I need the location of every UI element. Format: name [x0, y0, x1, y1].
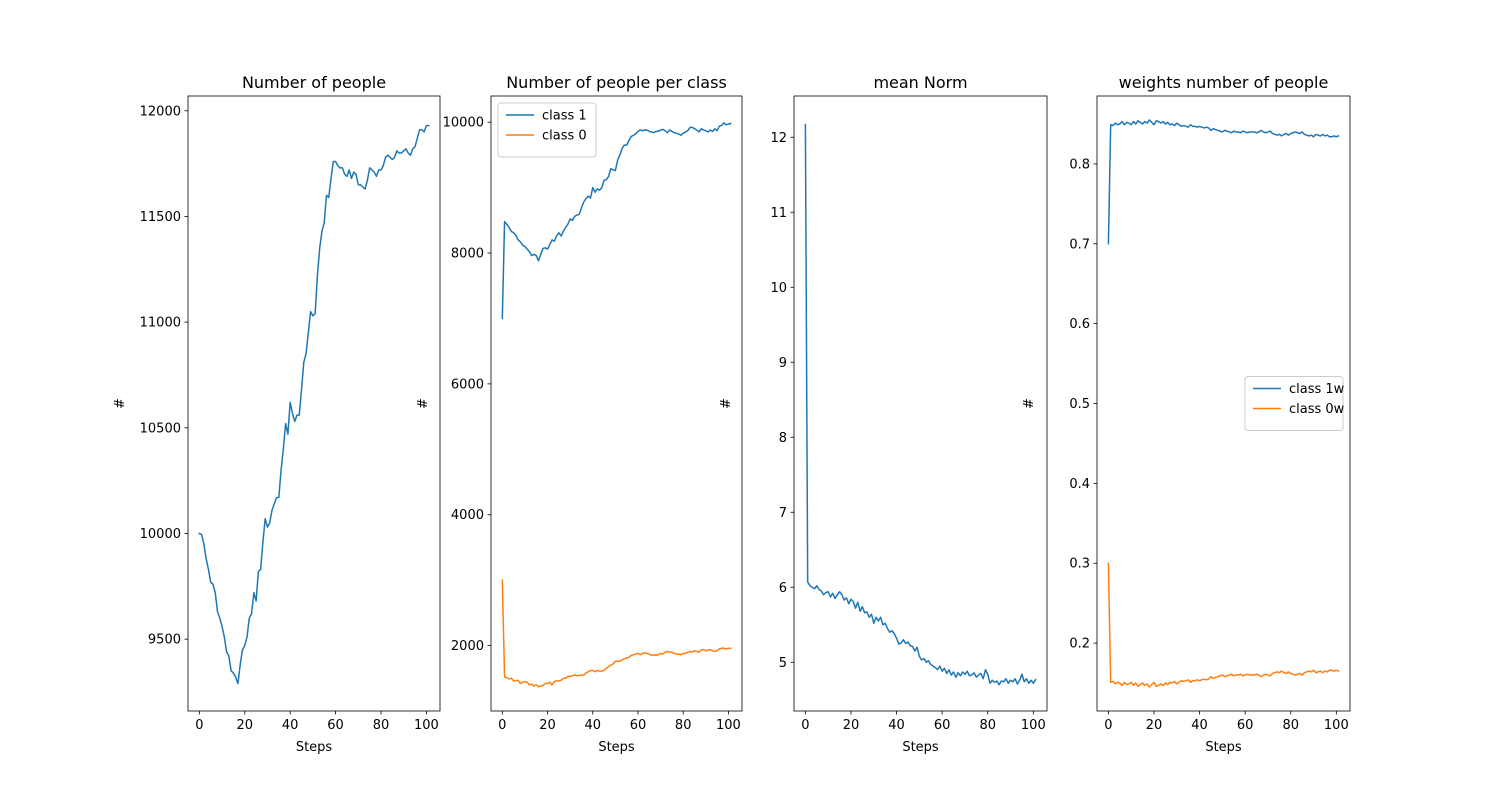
chart-title: mean Norm [873, 73, 967, 92]
legend-box [1244, 376, 1344, 431]
chart-title: weights number of people [1119, 73, 1329, 92]
y-tick-label: 7 [779, 506, 787, 521]
y-axis-label: # [416, 398, 431, 409]
x-tick-label: 20 [539, 718, 556, 733]
x-tick-label: 20 [843, 718, 860, 733]
x-tick-label: 0 [801, 718, 809, 733]
x-tick-label: 40 [584, 718, 601, 733]
x-tick-label: 80 [1282, 718, 1299, 733]
x-tick-label: 0 [498, 718, 506, 733]
y-tick-label: 0.5 [1069, 397, 1090, 412]
x-tick-label: 100 [1324, 718, 1349, 733]
series-line-class-0w [1107, 562, 1340, 688]
y-tick-label: 0.3 [1069, 557, 1090, 572]
legend-entry: class 1w [1289, 382, 1345, 397]
x-tick-label: 80 [675, 718, 692, 733]
y-tick-label: 6 [779, 581, 787, 596]
y-tick-label: 12000 [140, 104, 181, 119]
series-line-class-1 [501, 122, 732, 320]
y-tick-label: 6000 [451, 377, 484, 392]
y-tick-label: 10000 [140, 527, 181, 542]
x-axis-label: Steps [1205, 740, 1242, 755]
chart-panel-1: 0 20 40 60 80 100 9500 10000 10500 11000 11500 1200… [113, 73, 441, 755]
series-line-class-1w [1107, 119, 1340, 245]
y-tick-label: 8 [779, 431, 787, 446]
x-tick-label: 40 [282, 718, 299, 733]
chart-panel-2: 0 20 40 60 80 100 2000 4000 6000 8000 10000 Number … [416, 73, 743, 755]
x-tick-label: 20 [236, 718, 253, 733]
y-tick-label: 12 [770, 131, 787, 146]
x-tick-label: 100 [414, 718, 439, 733]
y-tick-label: 0.8 [1069, 157, 1090, 172]
legend: class 1w class 0w [1244, 376, 1345, 431]
axes-frame [187, 95, 441, 712]
y-tick-label: 0.7 [1069, 237, 1090, 252]
x-tick-label: 20 [1146, 718, 1163, 733]
x-tick-label: 100 [716, 718, 741, 733]
y-tick-label: 10000 [443, 116, 484, 131]
y-tick-label: 2000 [451, 639, 484, 654]
x-tick-label: 80 [979, 718, 996, 733]
chart-title: Number of people per class [506, 73, 727, 92]
y-axis-label: # [1022, 398, 1037, 409]
x-tick-label: 100 [1021, 718, 1046, 733]
y-axis-label: # [113, 398, 128, 409]
y-tick-label: 10500 [140, 421, 181, 436]
x-tick-label: 60 [630, 718, 647, 733]
x-axis-label: Steps [902, 740, 939, 755]
x-tick-label: 0 [195, 718, 203, 733]
y-tick-label: 11000 [140, 316, 181, 331]
y-tick-label: 9500 [148, 633, 181, 648]
chart-title: Number of people [242, 73, 386, 92]
series-line-1 [804, 123, 1037, 686]
y-tick-label: 11 [770, 206, 787, 221]
y-tick-label: 9 [779, 356, 787, 371]
x-axis-label: Steps [296, 740, 333, 755]
y-tick-label: 4000 [451, 508, 484, 523]
x-tick-label: 60 [934, 718, 951, 733]
y-tick-label: 0.6 [1069, 317, 1090, 332]
y-tick-label: 10 [770, 281, 787, 296]
axes-frame [793, 95, 1048, 712]
x-tick-label: 60 [1237, 718, 1254, 733]
x-axis-label: Steps [598, 740, 635, 755]
x-tick-label: 40 [888, 718, 905, 733]
x-tick-label: 80 [373, 718, 390, 733]
chart-panel-3: 0 20 40 60 80 100 5 6 7 8 9 10 11 12 mean Norm Steps # [719, 73, 1048, 755]
legend: class 1 class 0 [497, 102, 597, 158]
y-axis-label: # [719, 398, 734, 409]
y-tick-label: 11500 [140, 210, 181, 225]
axes-frame [490, 95, 743, 712]
series-line-class-0 [501, 579, 732, 688]
x-tick-label: 60 [327, 718, 344, 733]
legend-box [497, 102, 597, 158]
legend-entry: class 0 [542, 129, 587, 144]
legend-entry: class 1 [542, 109, 587, 124]
series-line-1 [198, 124, 430, 685]
y-tick-label: 0.4 [1069, 477, 1090, 492]
chart-panel-4: 0 20 40 60 80 100 0.2 0.3 0.4 0.5 0.6 0.7 0.8 weights… [1022, 73, 1351, 755]
x-tick-label: 40 [1191, 718, 1208, 733]
y-tick-label: 8000 [451, 247, 484, 262]
y-tick-label: 5 [779, 656, 787, 671]
y-tick-label: 0.2 [1069, 637, 1090, 652]
x-tick-label: 0 [1104, 718, 1112, 733]
legend-entry: class 0w [1289, 402, 1345, 417]
